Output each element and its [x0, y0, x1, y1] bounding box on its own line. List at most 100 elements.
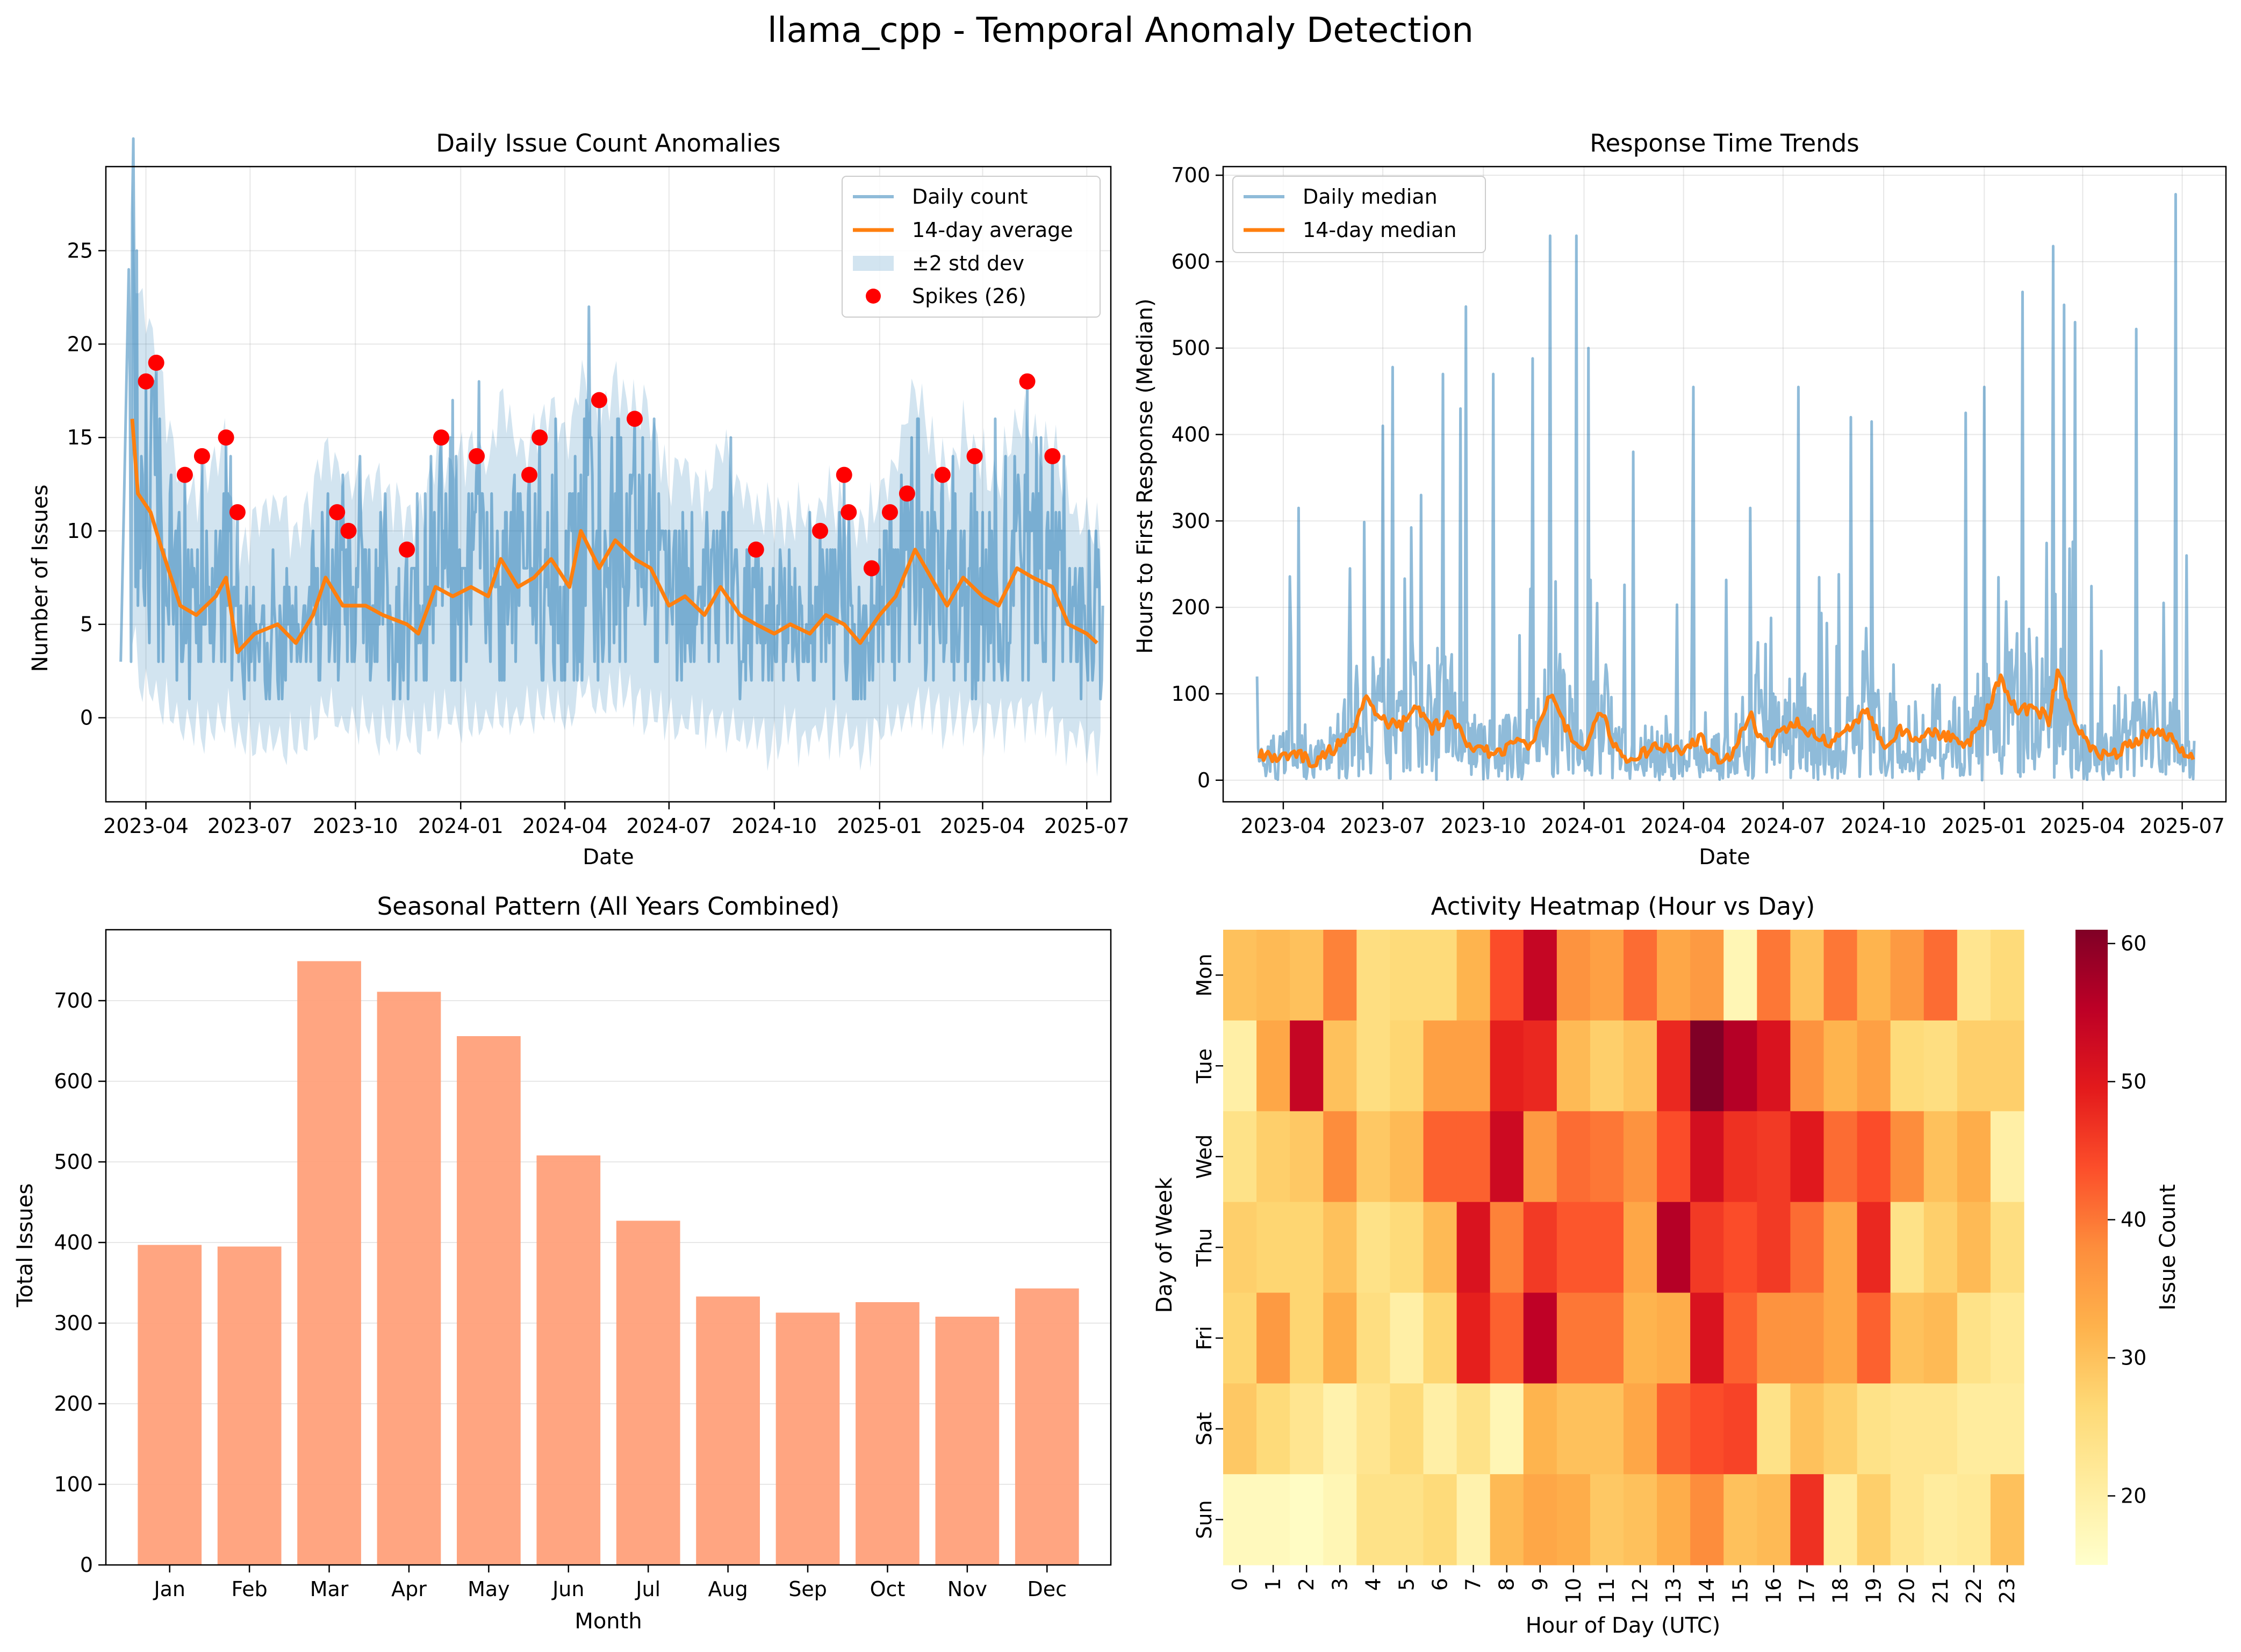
heatmap-cell: [1624, 930, 1657, 1021]
heatmap-cell: [1223, 1383, 1257, 1475]
x-tick-label: Oct: [870, 1577, 906, 1601]
x-tick-label: 2024-07: [1740, 814, 1826, 838]
x-tick-label: Jul: [635, 1577, 660, 1601]
panel2-axes: [1222, 166, 2227, 803]
heatmap-cell: [1957, 1111, 1991, 1203]
legend-swatch-band: [853, 256, 894, 271]
bar-sep: [775, 1312, 840, 1565]
bar-mar: [297, 961, 361, 1565]
heatmap-cell: [1723, 1474, 1757, 1565]
x-tick-label: 5: [1395, 1578, 1418, 1591]
suptitle: llama_cpp - Temporal Anomaly Detection: [767, 11, 1474, 51]
spike-point: [881, 504, 898, 521]
heatmap-cell: [1390, 930, 1424, 1021]
heatmap-cell: [1423, 1111, 1457, 1203]
x-tick-label: 2024-01: [1541, 814, 1627, 838]
rolling-median-line: [1257, 668, 2195, 768]
x-tick-label: 2024-04: [522, 814, 608, 838]
heatmap-cell: [1590, 930, 1624, 1021]
colorbar-tick-label: 50: [2121, 1070, 2146, 1094]
heatmap-cell: [1624, 1474, 1657, 1565]
x-tick-label: 13: [1662, 1578, 1685, 1604]
heatmap-cell: [1624, 1292, 1657, 1384]
heatmap-cell: [1990, 1292, 2024, 1384]
heatmap-cell: [1356, 930, 1391, 1021]
colorbar-tick-label: 30: [2121, 1346, 2146, 1370]
x-tick-label: Jan: [153, 1577, 185, 1601]
spike-point: [748, 541, 764, 558]
colorbar-tick-label: 20: [2121, 1484, 2146, 1508]
legend-swatch-spike: [866, 289, 881, 304]
heatmap-cell: [1990, 1383, 2024, 1475]
heatmap-cell: [1390, 1202, 1424, 1294]
panel3-axes: [105, 929, 1112, 1566]
spike-point: [836, 466, 852, 483]
x-tick-label: 2023-07: [1340, 814, 1426, 838]
colorbar-label: Issue Count: [2156, 1184, 2180, 1311]
heatmap-cell: [1523, 1292, 1557, 1384]
y-tick-label: 20: [67, 332, 93, 356]
daily-issue-count-panel: Daily Issue Count Anomalies Date Number …: [28, 129, 1130, 870]
y-tick-label: 200: [54, 1392, 93, 1416]
heatmap-cell: [1857, 1111, 1891, 1203]
heatmap-cell: [1990, 1020, 2024, 1112]
y-tick-label: 100: [54, 1473, 93, 1496]
heatmap-cell: [1556, 1202, 1591, 1294]
panel2-xlabel: Date: [1699, 845, 1750, 870]
heatmap-cell: [1923, 930, 1958, 1021]
heatmap-cell: [1757, 1383, 1791, 1475]
heatmap-cell: [1624, 1020, 1657, 1112]
heatmap-cell: [1390, 1292, 1424, 1384]
x-tick-label: 23: [1995, 1578, 2019, 1604]
daily-count-line: [119, 137, 1104, 701]
x-tick-label: 2025-04: [2040, 814, 2125, 838]
heatmap-cell: [1624, 1383, 1657, 1475]
heatmap-cell: [1757, 1292, 1791, 1384]
x-tick-label: Nov: [947, 1577, 987, 1601]
heatmap-cell: [1456, 1111, 1491, 1203]
y-tick-label: 500: [54, 1150, 93, 1174]
panel3-ylabel: Total Issues: [13, 1183, 38, 1308]
x-tick-label: 2024-10: [1841, 814, 1927, 838]
x-tick-label: 14: [1695, 1578, 1719, 1604]
heatmap-cell: [1323, 1020, 1357, 1112]
spike-point: [329, 504, 346, 521]
heatmap-cell: [1823, 1020, 1858, 1112]
heatmap-cell: [1556, 1474, 1591, 1565]
spike-point: [841, 504, 857, 521]
heatmap-cell: [1256, 1474, 1290, 1565]
heatmap-cell: [1490, 1020, 1524, 1112]
legend-label: Daily median: [1303, 185, 1438, 209]
heatmap-cell: [1523, 1202, 1557, 1294]
heatmap-cell: [1490, 1292, 1524, 1384]
heatmap-cell: [1390, 1020, 1424, 1112]
heatmap-cell: [1590, 1020, 1624, 1112]
x-tick-label: 18: [1829, 1578, 1852, 1604]
y-tick-label: Thu: [1193, 1228, 1216, 1267]
y-tick-label: 400: [1171, 423, 1210, 447]
heatmap-cell: [1590, 1202, 1624, 1294]
heatmap-cell: [1390, 1383, 1424, 1475]
heatmap-cell: [1323, 1202, 1357, 1294]
bar-jan: [138, 1245, 202, 1565]
legend-label: 14-day median: [1303, 218, 1456, 242]
bar-jun: [536, 1155, 601, 1565]
heatmap-cell: [1657, 1292, 1691, 1384]
heatmap-cell: [1657, 1202, 1691, 1294]
y-tick-label: Wed: [1193, 1134, 1216, 1179]
panel1-axes: [105, 166, 1112, 803]
heatmap-cell: [1690, 930, 1724, 1021]
heatmap-cell: [1256, 1383, 1290, 1475]
spike-point: [1044, 448, 1061, 464]
bar-feb: [217, 1246, 282, 1565]
heatmap-cell: [1356, 1202, 1391, 1294]
heatmap-cell: [1556, 1383, 1591, 1475]
y-tick-label: Fri: [1193, 1326, 1216, 1350]
heatmap-cell: [1223, 930, 1257, 1021]
x-tick-label: 20: [1895, 1578, 1919, 1604]
heatmap-cell: [1757, 1111, 1791, 1203]
heatmap-cell: [1523, 1474, 1557, 1565]
y-tick-label: 400: [54, 1231, 93, 1254]
heatmap-cell: [1790, 930, 1825, 1021]
spike-point: [138, 373, 154, 390]
